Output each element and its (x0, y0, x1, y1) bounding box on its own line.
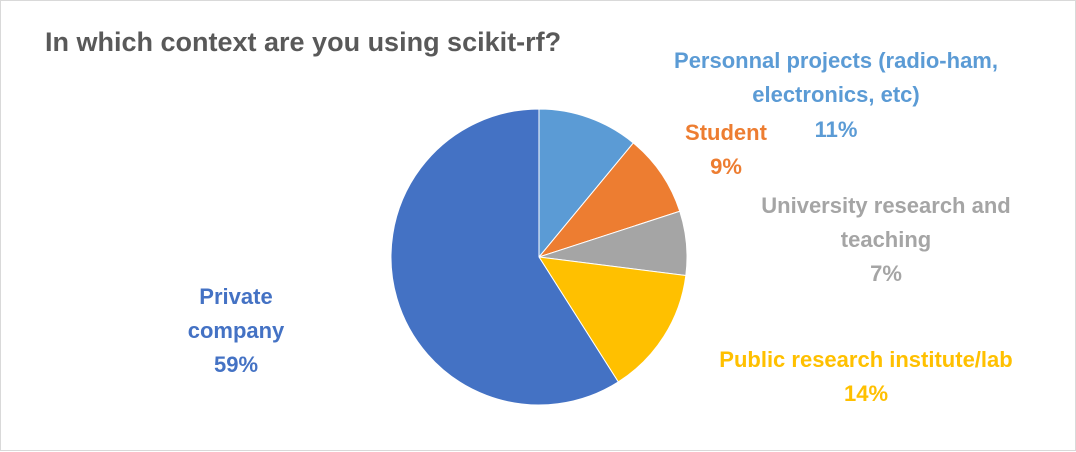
slice-name-line: Student (685, 120, 767, 145)
slice-percent-personal-projects: 11% (814, 117, 858, 142)
chart-title: In which context are you using scikit-rf… (45, 27, 562, 57)
slice-label-public-research: Public research institute/lab 14% (691, 343, 1041, 411)
slice-percent-private-company: 59% (213, 352, 259, 377)
slice-label-university: University research and teaching 7% (741, 189, 1031, 291)
slice-percent-public-research: 14% (843, 381, 889, 406)
slice-name-line: company (187, 318, 285, 343)
slice-name-line: Public research institute/lab (719, 347, 1013, 372)
slice-percent-university: 7% (870, 261, 902, 286)
slice-name-line: teaching (840, 227, 932, 252)
slice-name-line: electronics, etc) (752, 82, 920, 107)
slice-percent-student: 9% (710, 154, 742, 179)
slice-label-private-company: Private company 59% (161, 280, 311, 382)
slice-label-personal-projects: Personnal projects (radio-ham, electroni… (641, 44, 1031, 112)
pie-slice-public-research-institute-lab (538, 256, 687, 383)
slice-name-line: University research and (761, 193, 1011, 218)
pie-slice-personnal-projects-radio-ham-electronics-etc (538, 108, 635, 259)
pie-slice-private-company (390, 108, 619, 406)
slice-label-student: Student 9% (661, 116, 791, 184)
pie-slice-student (537, 142, 681, 259)
slice-name-line: Personnal projects (radio-ham, (674, 48, 998, 73)
slice-name-line: Private (199, 284, 273, 309)
